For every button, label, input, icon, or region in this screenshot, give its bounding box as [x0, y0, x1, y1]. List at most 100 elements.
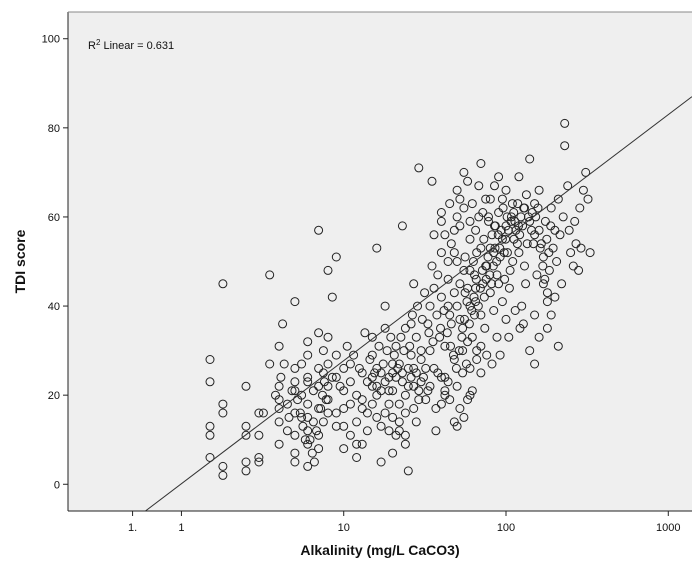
data-point: [372, 243, 382, 253]
data-point: [471, 283, 481, 293]
data-point: [254, 430, 264, 440]
data-point: [540, 274, 550, 284]
data-point: [411, 332, 421, 342]
data-point: [349, 350, 359, 360]
data-point: [472, 355, 482, 364]
data-point: [388, 386, 398, 396]
data-point: [494, 172, 504, 182]
data-point: [445, 199, 455, 209]
data-point: [542, 297, 552, 307]
data-point: [367, 381, 377, 391]
data-point: [506, 216, 516, 226]
data-point: [576, 243, 586, 253]
data-point: [509, 208, 519, 217]
data-point: [307, 448, 317, 458]
data-point: [485, 288, 495, 298]
data-point: [476, 243, 486, 253]
data-point: [314, 225, 324, 235]
data-point: [476, 159, 486, 168]
data-point: [530, 359, 540, 369]
data-point: [500, 274, 510, 284]
data-point: [290, 448, 300, 458]
data-point: [327, 292, 337, 302]
data-point: [495, 350, 505, 360]
data-point: [305, 435, 315, 445]
data-point: [409, 404, 419, 413]
data-point: [531, 212, 541, 222]
data-point: [452, 185, 462, 195]
data-point: [396, 332, 406, 342]
y-tick-label: 60: [48, 212, 60, 224]
data-point: [498, 203, 508, 213]
data-point: [528, 239, 538, 249]
data-point: [316, 404, 326, 413]
data-point: [372, 381, 382, 391]
data-point: [443, 274, 453, 284]
data-point: [452, 381, 462, 391]
data-point: [520, 261, 529, 271]
data-point: [510, 306, 520, 315]
data-point: [494, 208, 504, 217]
data-point: [429, 363, 439, 373]
data-point: [483, 252, 493, 262]
data-point: [443, 257, 453, 266]
data-point: [409, 381, 419, 391]
data-point: [274, 404, 284, 413]
y-tick-label: 80: [48, 123, 60, 135]
data-point: [400, 439, 410, 449]
data-point: [327, 372, 337, 382]
data-point: [205, 355, 215, 364]
data-point: [323, 408, 333, 418]
data-point: [534, 332, 544, 342]
data-point: [585, 248, 595, 258]
data-point: [479, 234, 489, 244]
data-point: [564, 225, 574, 235]
data-point: [413, 301, 422, 311]
axes: 0 20 40 60 80 100 1. 1 10 100 1000: [42, 11, 692, 534]
data-point: [542, 234, 552, 244]
data-point: [485, 243, 495, 253]
data-point: [440, 230, 450, 240]
data-point: [254, 408, 264, 418]
data-point: [522, 239, 532, 249]
data-point: [459, 265, 469, 275]
data-point: [458, 323, 468, 333]
data-point: [519, 203, 529, 213]
data-point: [218, 470, 228, 480]
data-point: [254, 457, 264, 467]
data-point: [323, 265, 333, 275]
data-point: [574, 265, 584, 275]
data-point: [490, 243, 500, 253]
data-point: [314, 363, 324, 373]
data-point: [241, 381, 251, 391]
data-point: [290, 386, 300, 396]
data-point: [485, 270, 495, 280]
data-point: [505, 265, 515, 275]
data-point: [490, 181, 499, 191]
data-point: [468, 257, 478, 266]
r-squared-annotation: R2 Linear = 0.631: [88, 38, 174, 52]
data-point: [527, 225, 536, 235]
data-point: [525, 346, 535, 356]
data-point: [367, 372, 377, 382]
data-point: [480, 323, 490, 333]
regression-line: [145, 96, 692, 512]
data-point: [535, 243, 545, 253]
data-point: [458, 346, 468, 356]
data-point: [339, 421, 349, 431]
data-point: [449, 248, 459, 258]
data-point: [362, 377, 372, 387]
data-point: [271, 390, 280, 400]
data-point: [425, 381, 435, 391]
data-point: [414, 395, 424, 405]
data-point: [290, 430, 300, 440]
data-point: [440, 372, 450, 382]
data-point: [205, 421, 215, 431]
data-point: [455, 279, 465, 289]
data-point: [406, 350, 416, 360]
data-point: [494, 279, 504, 289]
data-point: [345, 377, 355, 387]
data-point: [515, 323, 525, 333]
data-point: [460, 314, 469, 324]
plot-area: [68, 12, 692, 511]
